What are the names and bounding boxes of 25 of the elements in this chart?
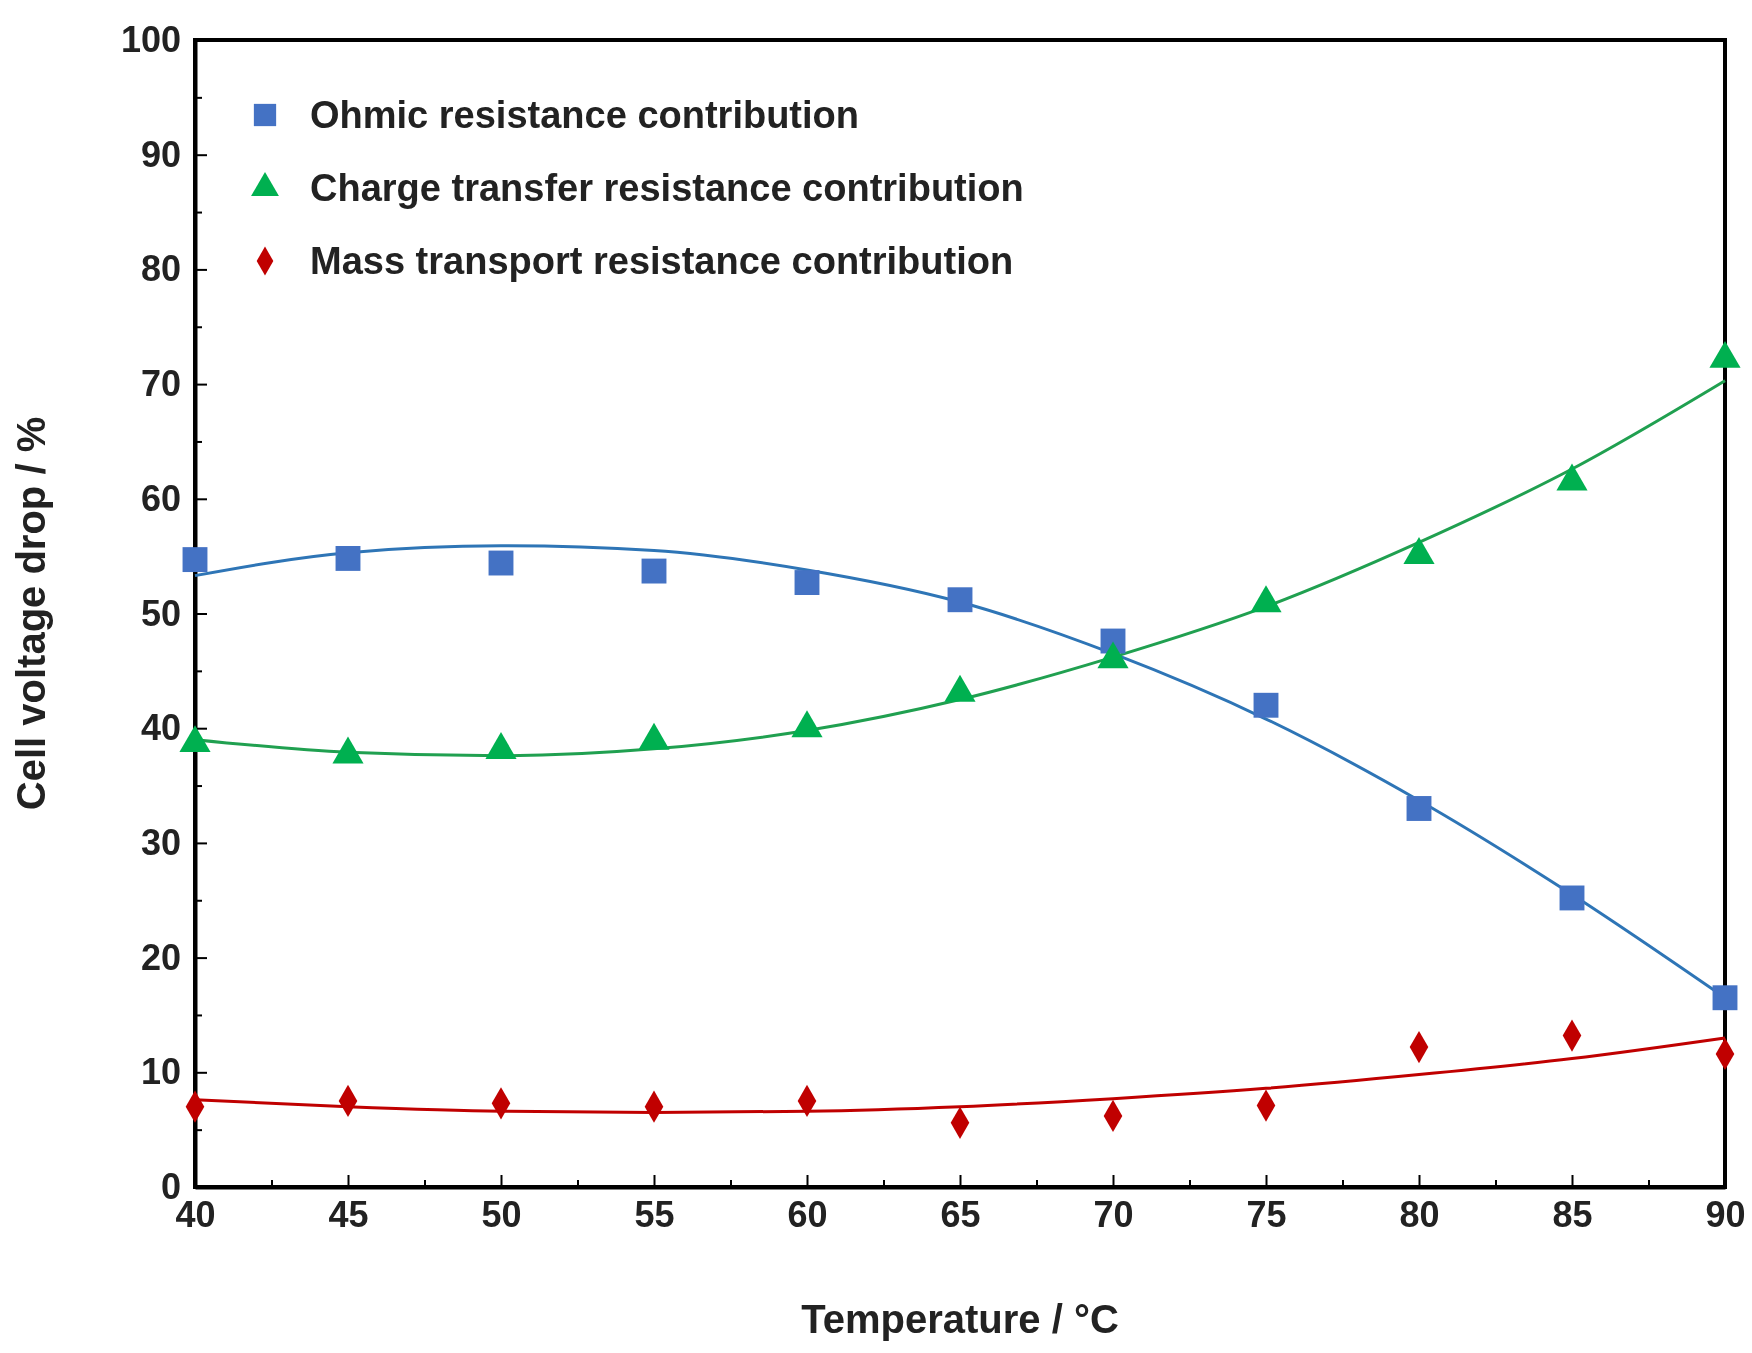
x-tick-label: 50: [481, 1193, 522, 1235]
x-tick-label: 90: [1705, 1193, 1746, 1235]
y-tick-label: 20: [140, 936, 181, 978]
x-axis-title: Temperature / °C: [801, 1297, 1119, 1341]
x-tick-label: 65: [940, 1193, 981, 1235]
legend-label: Charge transfer resistance contribution: [310, 167, 1024, 210]
x-tick-label: 70: [1093, 1193, 1134, 1235]
y-tick-label: 80: [140, 248, 181, 290]
x-tick-label: 45: [328, 1193, 369, 1235]
y-axis-title: Cell voltage drop / %: [9, 416, 53, 811]
y-tick-label: 90: [140, 133, 181, 175]
y-tick-label: 40: [140, 707, 181, 749]
legend-label: Ohmic resistance contribution: [310, 94, 859, 137]
y-tick-label: 30: [140, 821, 181, 863]
y-tick-label: 70: [140, 363, 181, 405]
x-tick-label: 85: [1552, 1193, 1593, 1235]
y-tick-label: 50: [140, 592, 181, 634]
x-tick-label: 60: [787, 1193, 828, 1235]
x-tick-label: 55: [634, 1193, 675, 1235]
x-tick-label: 80: [1399, 1193, 1440, 1235]
legend-label: Mass transport resistance contribution: [310, 240, 1014, 283]
y-tick-label: 100: [120, 19, 181, 61]
y-tick-label: 10: [140, 1051, 181, 1093]
y-tick-label: 60: [140, 477, 181, 519]
x-tick-label: 75: [1246, 1193, 1287, 1235]
